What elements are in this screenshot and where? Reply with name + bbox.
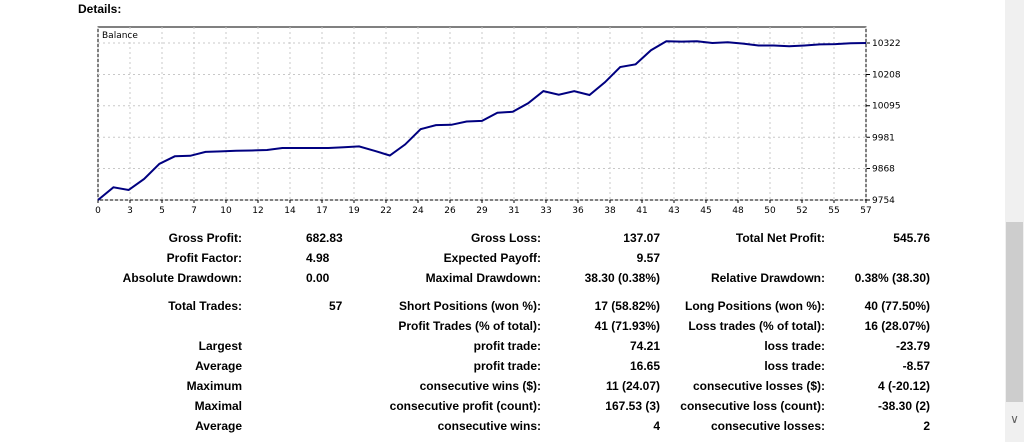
average-profit-value: 16.65 (629, 359, 660, 373)
y-tick-label: 10095 (872, 102, 901, 112)
stats-table: Gross Profit: 682.83 Gross Loss: 137.07 … (122, 231, 930, 433)
long-positions-value: 40 (77.50%) (864, 299, 930, 313)
maximal-label: Maximal (194, 399, 242, 413)
profit-factor-label: Profit Factor: (166, 251, 242, 265)
x-tick-label: 50 (764, 206, 776, 216)
max-cons-wins-value: 11 (24.07) (605, 379, 660, 393)
average2-label: Average (195, 419, 242, 433)
long-positions-label: Long Positions (won %): (685, 299, 825, 313)
details-title: Details: (78, 2, 122, 16)
maximal-cons-profit-label: consecutive profit (count): (389, 399, 541, 413)
chart-legend-balance: Balance (102, 31, 138, 41)
gross-loss-value: 137.07 (623, 231, 660, 245)
x-tick-label: 14 (284, 206, 296, 216)
short-positions-value: 17 (58.82%) (594, 299, 660, 313)
x-tick-label: 3 (127, 206, 133, 216)
x-tick-label: 52 (796, 206, 807, 216)
max-cons-wins-label: consecutive wins ($): (419, 379, 541, 393)
x-tick-label: 5 (159, 206, 165, 216)
scrollbar-thumb[interactable] (1006, 222, 1023, 402)
loss-trades-label: Loss trades (% of total): (688, 319, 825, 333)
total-trades-value: 57 (329, 299, 343, 313)
x-tick-label: 19 (348, 206, 360, 216)
x-tick-label: 26 (444, 206, 456, 216)
average-loss-value: -8.57 (902, 359, 930, 373)
x-tick-label: 41 (636, 206, 647, 216)
largest-loss-value: -23.79 (895, 339, 930, 353)
balance-chart: 10322 10208 10095 9981 9868 9754 0 3 5 7 10 12 14 17 1… (95, 26, 916, 223)
x-tick-label: 24 (412, 206, 424, 216)
balance-line (97, 40, 867, 201)
x-tick-label: 43 (668, 206, 679, 216)
x-tick-label: 7 (191, 206, 197, 216)
total-trades-label: Total Trades: (168, 299, 242, 313)
maximal-cons-loss-value: -38.30 (2) (877, 399, 930, 413)
total-net-profit-label: Total Net Profit: (735, 231, 825, 245)
avg-cons-losses-label: consecutive losses: (710, 419, 825, 433)
x-tick-label: 36 (572, 206, 584, 216)
average-label: Average (195, 359, 242, 373)
maximum-label: Maximum (186, 379, 242, 393)
max-cons-losses-value: 4 (-20.12) (877, 379, 930, 393)
largest-loss-label: loss trade: (764, 339, 825, 353)
loss-trades-value: 16 (28.07%) (864, 319, 930, 333)
maximal-drawdown-value: 38.30 (0.38%) (584, 271, 660, 285)
gross-loss-label: Gross Loss: (470, 231, 541, 245)
largest-profit-value: 74.21 (629, 339, 660, 353)
profit-trades-value: 41 (71.93%) (594, 319, 660, 333)
x-tick-label: 17 (316, 206, 327, 216)
x-tick-label: 31 (508, 206, 519, 216)
maximal-drawdown-label: Maximal Drawdown: (425, 271, 541, 285)
scroll-down-icon[interactable]: ∨ (1010, 412, 1019, 426)
largest-profit-label: profit trade: (473, 339, 541, 353)
gross-profit-value: 682.83 (306, 231, 343, 245)
absolute-drawdown-value: 0.00 (306, 271, 330, 285)
gross-profit-label: Gross Profit: (168, 231, 242, 245)
x-tick-label: 45 (700, 206, 711, 216)
x-tick-label: 12 (252, 206, 263, 216)
y-tick-label: 9981 (872, 133, 895, 143)
expected-payoff-value: 9.57 (636, 251, 660, 265)
profit-trades-label: Profit Trades (% of total): (398, 319, 541, 333)
x-tick-label: 22 (380, 206, 391, 216)
x-tick-label: 57 (860, 206, 871, 216)
largest-label: Largest (198, 339, 242, 353)
max-cons-losses-label: consecutive losses ($): (692, 379, 825, 393)
x-tick-label: 38 (604, 206, 616, 216)
x-tick-label: 33 (540, 206, 551, 216)
maximal-cons-loss-label: consecutive loss (count): (680, 399, 825, 413)
y-tick-label: 10208 (872, 71, 901, 81)
x-tick-label: 10 (220, 206, 232, 216)
y-tick-label: 9868 (872, 164, 895, 174)
absolute-drawdown-label: Absolute Drawdown: (122, 271, 242, 285)
y-tick-label: 10322 (872, 39, 901, 49)
profit-factor-value: 4.98 (306, 251, 330, 265)
average-profit-label: profit trade: (473, 359, 541, 373)
relative-drawdown-label: Relative Drawdown: (710, 271, 825, 285)
avg-cons-wins-label: consecutive wins: (437, 419, 541, 433)
avg-cons-wins-value: 4 (653, 419, 660, 433)
expected-payoff-label: Expected Payoff: (443, 251, 541, 265)
maximal-cons-profit-value: 167.53 (3) (605, 399, 660, 413)
x-tick-label: 29 (476, 206, 488, 216)
avg-cons-losses-value: 2 (923, 419, 930, 433)
x-tick-label: 48 (732, 206, 744, 216)
average-loss-label: loss trade: (764, 359, 825, 373)
x-tick-label: 0 (95, 206, 101, 216)
x-tick-label: 55 (828, 206, 839, 216)
total-net-profit-value: 545.76 (893, 231, 930, 245)
relative-drawdown-value: 0.38% (38.30) (854, 271, 930, 285)
short-positions-label: Short Positions (won %): (399, 299, 541, 313)
y-tick-label: 9754 (872, 196, 895, 206)
